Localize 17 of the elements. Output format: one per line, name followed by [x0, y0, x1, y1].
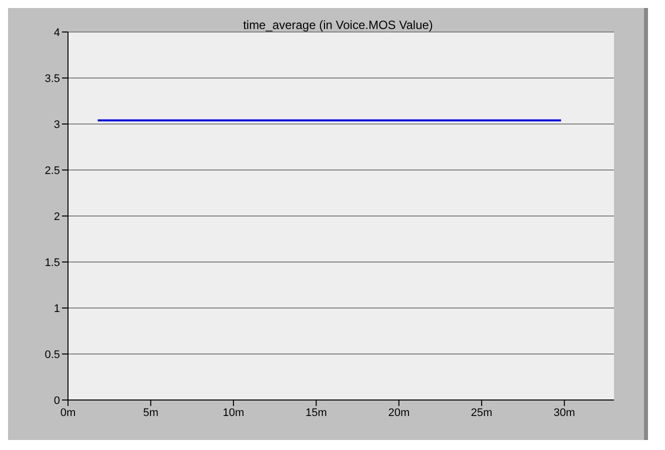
y-tick-label: 4 [54, 26, 60, 39]
x-tick-label: 30m [554, 406, 576, 419]
y-tick-label: 0.5 [44, 348, 60, 361]
chart-title: time_average (in Voice.MOS Value) [242, 18, 434, 32]
y-tick-label: 3 [54, 118, 60, 131]
x-tick-label: 10m [222, 406, 244, 419]
y-tick-label: 2 [54, 210, 60, 223]
y-tick-label: 1 [54, 302, 60, 315]
x-tick-label: 5m [143, 406, 158, 419]
y-tick-label: 3.5 [44, 72, 60, 85]
x-tick-label: 0m [60, 406, 76, 419]
y-tick-label: 0 [54, 394, 60, 407]
y-tick-label: 2.5 [44, 164, 60, 177]
x-tick-label: 25m [470, 406, 492, 419]
y-tick-label: 1.5 [44, 256, 60, 269]
x-tick-label: 20m [388, 406, 410, 419]
x-tick-label: 15m [305, 406, 327, 419]
